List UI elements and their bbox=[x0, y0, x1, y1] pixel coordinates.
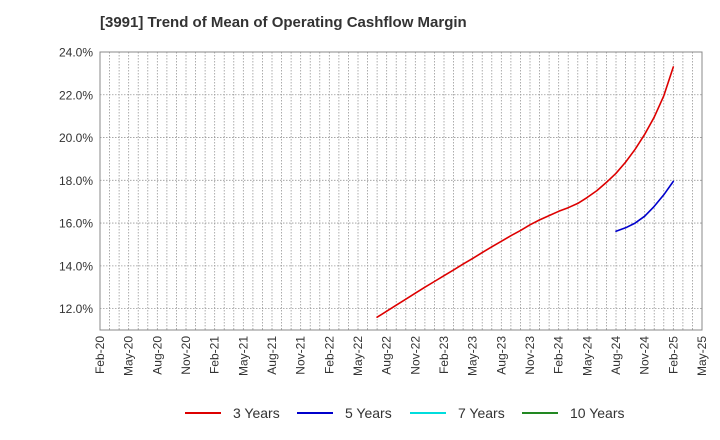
legend-swatch-5-years bbox=[297, 412, 333, 414]
x-tick-label: Feb-22 bbox=[322, 336, 336, 374]
x-tick-label: Aug-23 bbox=[494, 336, 508, 375]
x-tick-label: Feb-23 bbox=[437, 336, 451, 374]
plot-frame bbox=[99, 51, 703, 331]
x-tick-label: May-21 bbox=[236, 336, 250, 376]
legend-label-7-years: 7 Years bbox=[458, 405, 505, 421]
y-tick-label: 20.0% bbox=[59, 131, 93, 145]
legend-label-5-years: 5 Years bbox=[345, 405, 392, 421]
grid-lines bbox=[100, 51, 702, 330]
y-tick-label: 18.0% bbox=[59, 174, 93, 188]
y-tick-label: 14.0% bbox=[59, 259, 93, 273]
x-tick-label: Feb-21 bbox=[208, 336, 222, 374]
series-line-3-years bbox=[376, 66, 675, 319]
x-tick-label: Aug-22 bbox=[380, 336, 394, 375]
legend: 3 Years 5 Years 7 Years 10 Years bbox=[0, 405, 720, 425]
legend-label-3-years: 3 Years bbox=[233, 405, 280, 421]
x-tick-label: Aug-24 bbox=[609, 336, 623, 375]
x-tick-label: Nov-21 bbox=[294, 336, 308, 375]
legend-item-10-years: 10 Years bbox=[522, 405, 625, 421]
x-tick-label: May-22 bbox=[351, 336, 365, 376]
x-tick-label: May-24 bbox=[580, 336, 594, 376]
chart-title: [3991] Trend of Mean of Operating Cashfl… bbox=[100, 14, 467, 31]
series-lines bbox=[376, 66, 675, 319]
x-tick-label: Nov-22 bbox=[408, 336, 422, 375]
legend-swatch-7-years bbox=[410, 412, 446, 414]
legend-item-7-years: 7 Years bbox=[410, 405, 505, 421]
series-line-5-years bbox=[615, 180, 675, 232]
legend-item-3-years: 3 Years bbox=[185, 405, 280, 421]
x-tick-label: Nov-24 bbox=[638, 336, 652, 375]
x-tick-label: May-20 bbox=[122, 336, 136, 376]
y-tick-label: 24.0% bbox=[59, 46, 93, 60]
x-tick-label: Nov-20 bbox=[179, 336, 193, 375]
x-tick-label: Aug-21 bbox=[265, 336, 279, 375]
x-tick-label: Feb-24 bbox=[552, 336, 566, 374]
x-tick-label: Aug-20 bbox=[150, 336, 164, 375]
x-tick-label: Feb-25 bbox=[666, 336, 680, 374]
y-tick-label: 22.0% bbox=[59, 88, 93, 102]
y-tick-label: 16.0% bbox=[59, 217, 93, 231]
x-tick-label: May-23 bbox=[466, 336, 480, 376]
legend-item-5-years: 5 Years bbox=[297, 405, 392, 421]
y-tick-label: 12.0% bbox=[59, 302, 93, 316]
legend-label-10-years: 10 Years bbox=[570, 405, 625, 421]
axes: 12.0% 14.0% 16.0% 18.0% 20.0% 22.0% 24.0% Feb-2… bbox=[59, 46, 709, 377]
x-tick-label: Feb-20 bbox=[93, 336, 107, 374]
x-tick-label: Nov-23 bbox=[523, 336, 537, 375]
x-tick-label: May-25 bbox=[695, 336, 709, 376]
legend-swatch-10-years bbox=[522, 412, 558, 414]
legend-swatch-3-years bbox=[185, 412, 221, 414]
